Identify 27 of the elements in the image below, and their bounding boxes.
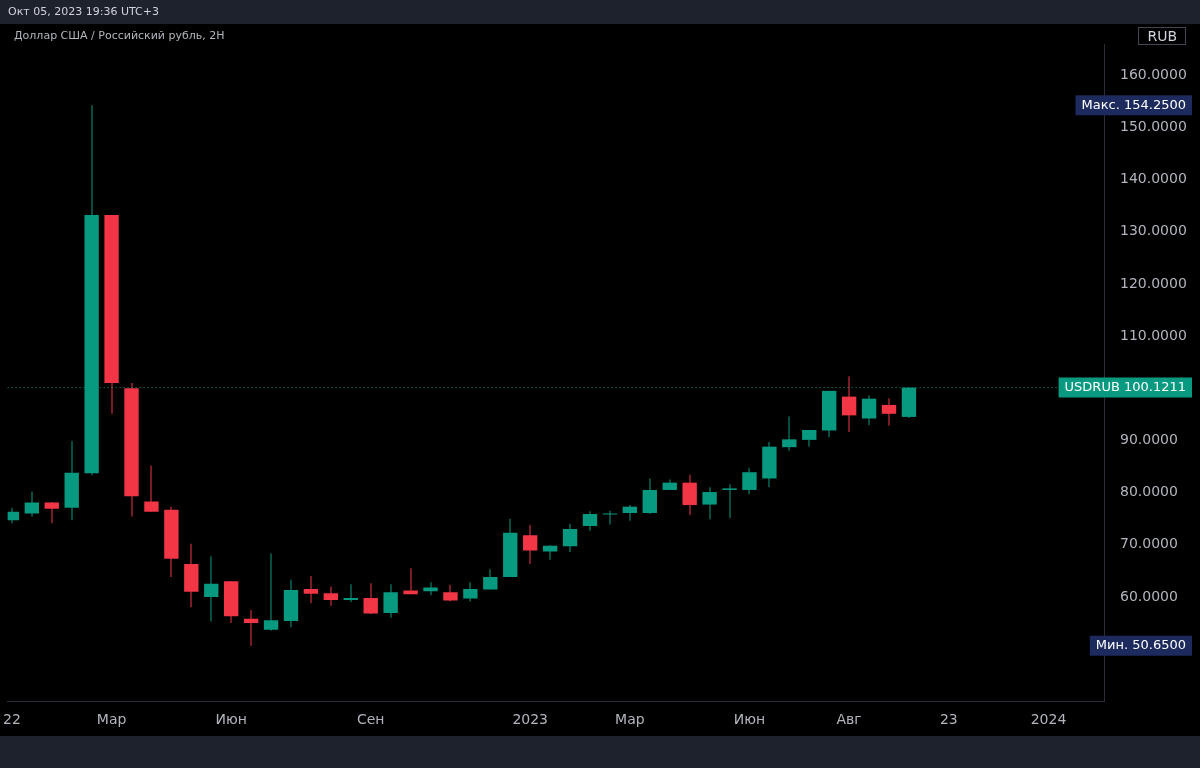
annotation: Мин. 50.6500 xyxy=(1095,637,1186,653)
y-tick-label: 60.0000 xyxy=(1120,587,1178,604)
x-tick-label: Авг xyxy=(836,711,862,728)
x-tick-label: Мар xyxy=(96,711,127,728)
y-tick-label: 70.0000 xyxy=(1120,535,1178,552)
candlestick xyxy=(722,484,737,519)
y-tick-label: 120.0000 xyxy=(1120,274,1187,291)
y-tick-label: 150.0000 xyxy=(1120,118,1187,135)
y-tick-label: 140.0000 xyxy=(1120,170,1187,187)
annotation: Макс. 154.2500 xyxy=(1081,96,1186,112)
y-tick-label: 130.0000 xyxy=(1120,222,1187,239)
x-tick-label: 2024 xyxy=(1030,711,1067,728)
x-tick-label: 23 xyxy=(939,711,958,728)
text: Окт 05, 2023 19:36 UTC+3 xyxy=(7,4,160,20)
x-tick-label: Сен xyxy=(356,711,385,728)
x-tick-label: Июн xyxy=(733,711,766,728)
y-tick-label: 110.0000 xyxy=(1120,326,1187,343)
x-tick-label: 22 xyxy=(2,711,21,728)
x-tick-label: 2023 xyxy=(512,711,549,728)
ref-line-label: USDRUB 100.1211 xyxy=(1064,378,1186,394)
y-tick-label: 90.0000 xyxy=(1120,431,1178,448)
x-tick-label: Мар xyxy=(615,711,645,728)
y-tick-label: 160.0000 xyxy=(1120,65,1187,82)
y-axis-title: RUB xyxy=(1138,27,1186,45)
chart-title: Доллар США / Российский рубль, 2H xyxy=(14,29,225,42)
x-tick-label: Июн xyxy=(215,711,247,728)
y-tick-label: 80.0000 xyxy=(1120,483,1178,500)
